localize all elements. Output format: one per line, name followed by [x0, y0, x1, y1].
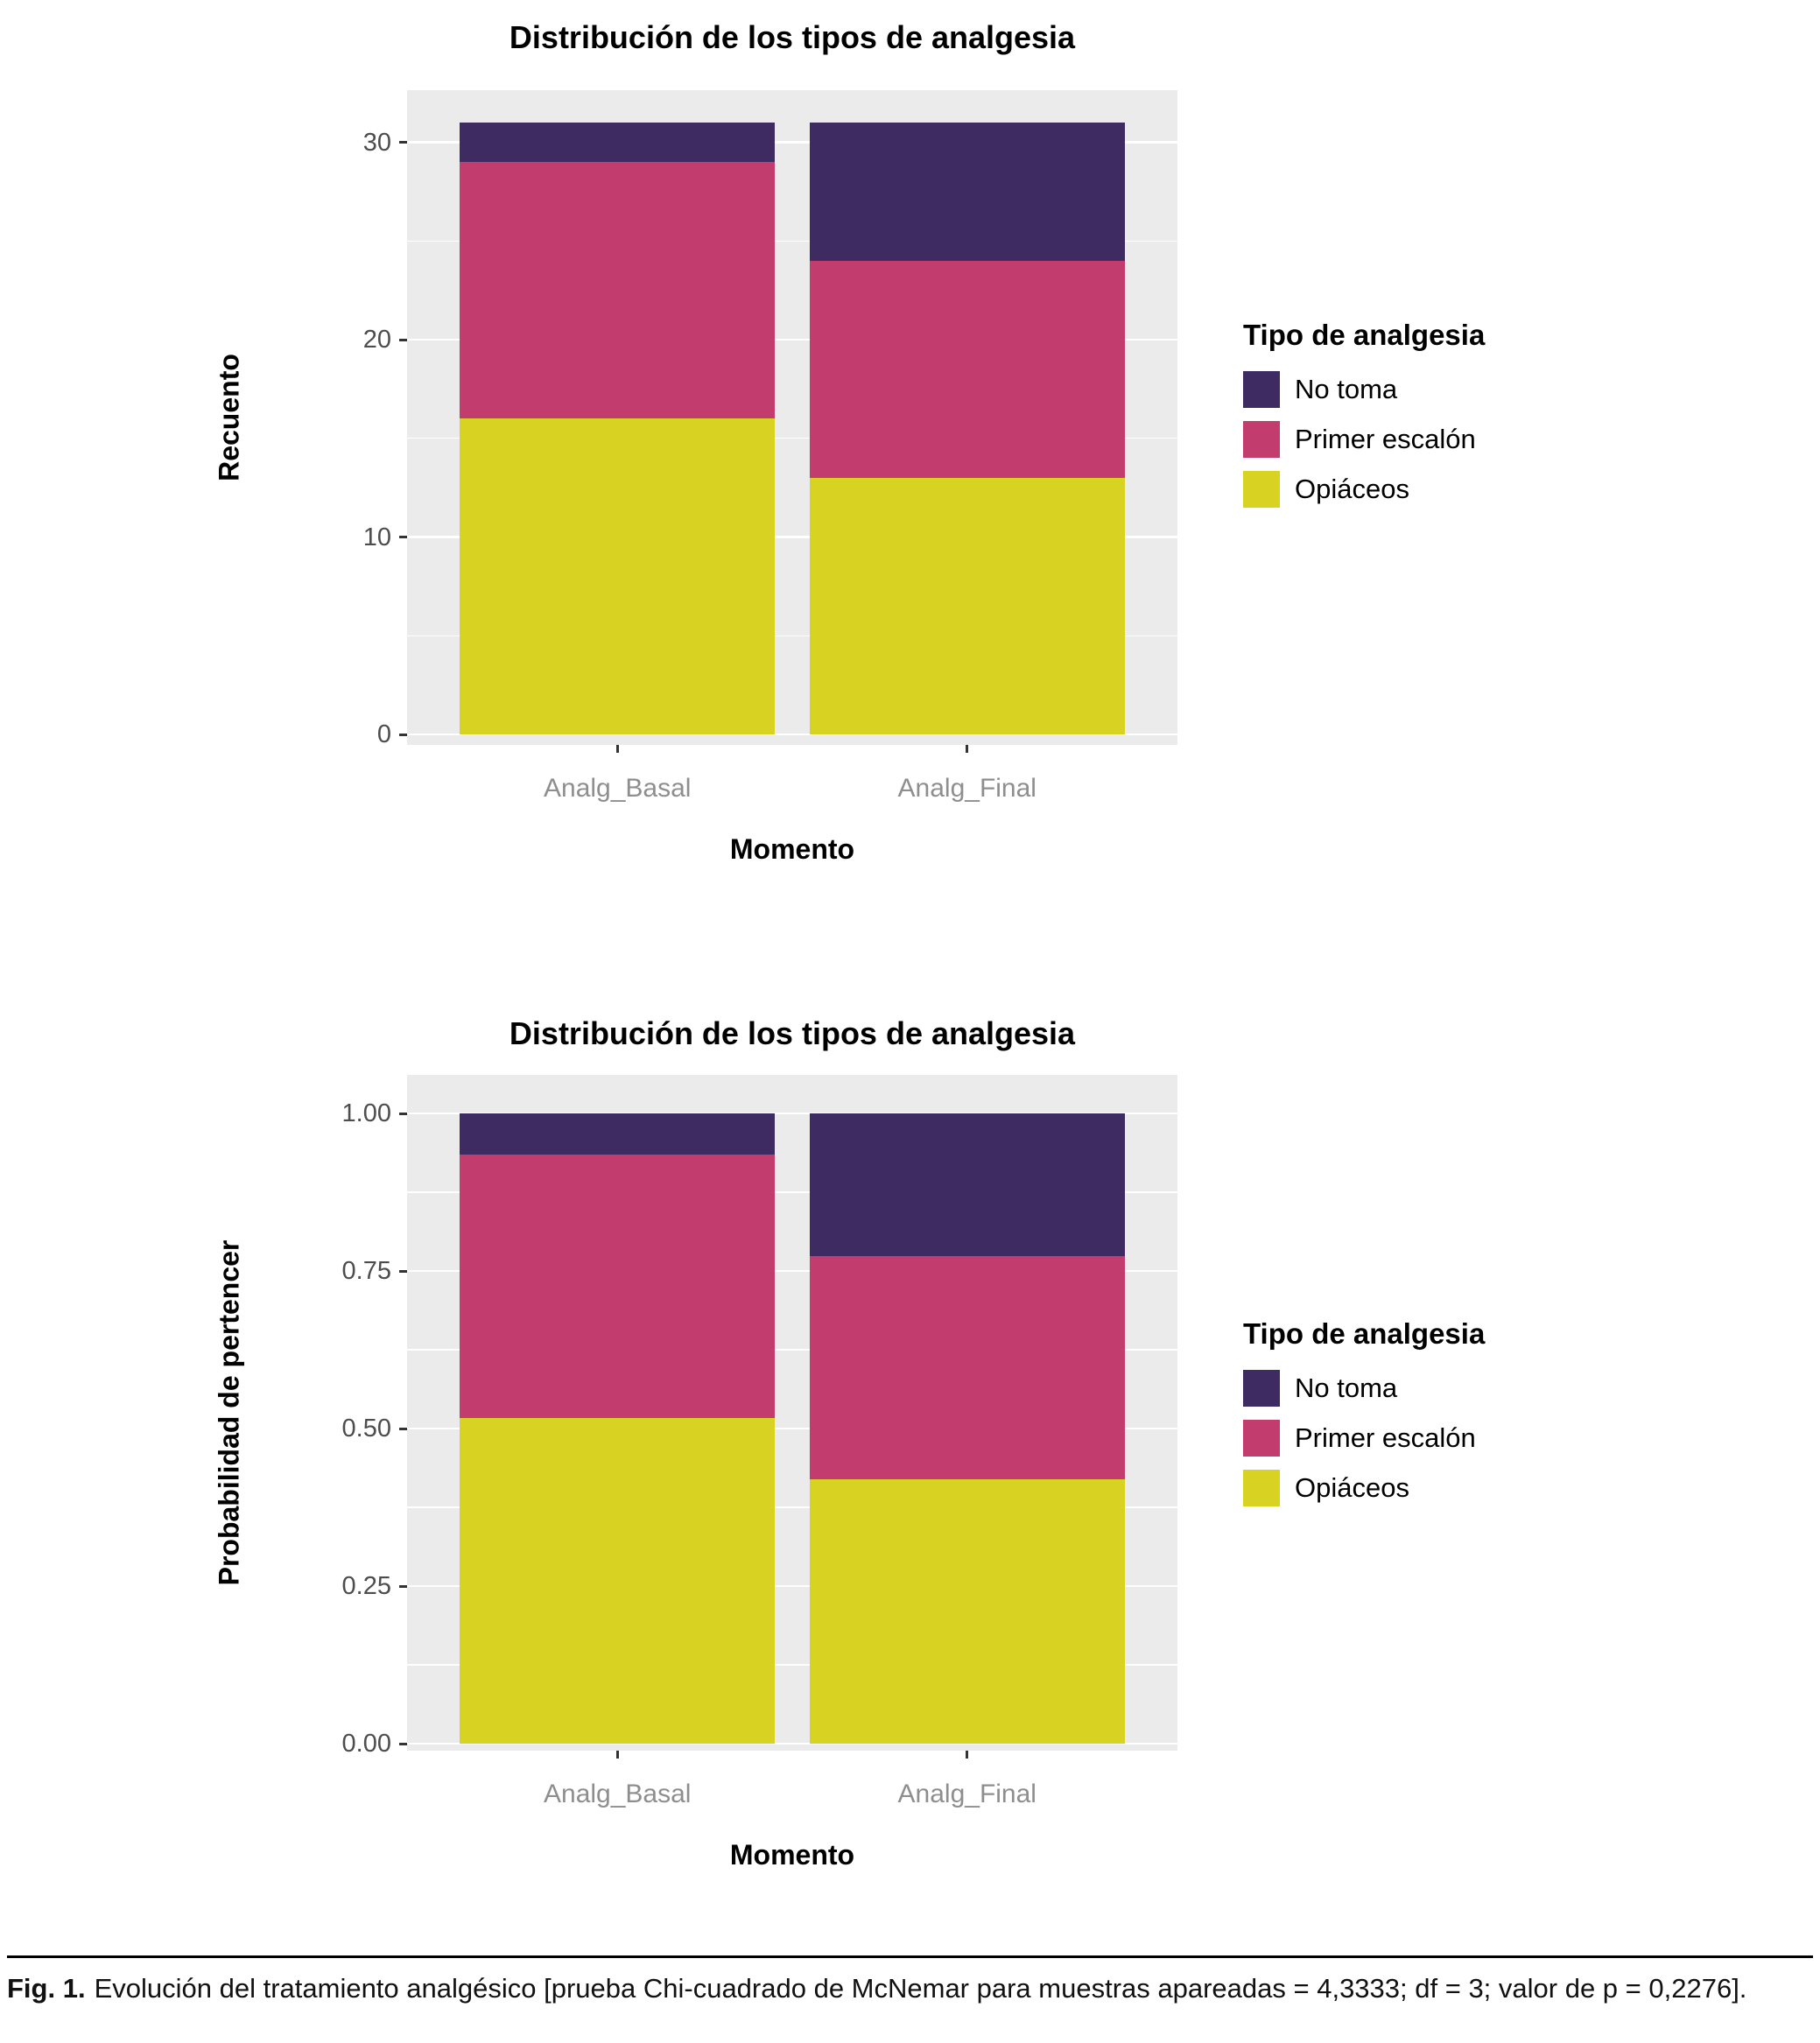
gridline-major — [407, 536, 1177, 538]
y-tick-mark — [399, 733, 407, 736]
gridline-major — [407, 338, 1177, 341]
x-axis-title: Momento — [729, 833, 855, 865]
y-tick-mark — [399, 1112, 407, 1115]
gridline-major — [407, 1584, 1177, 1588]
y-axis-title: Recuento — [213, 354, 245, 481]
legend-label: No toma — [1295, 374, 1398, 404]
y-tick-label: 0 — [376, 720, 391, 748]
gridline-minor — [407, 1349, 1177, 1351]
figure-caption: Fig. 1. Evolución del tratamiento analgés… — [7, 1955, 1813, 2007]
legend-label: Primer escalón — [1295, 1422, 1476, 1453]
y-tick-mark — [399, 1742, 407, 1745]
gridline-minor — [407, 240, 1177, 242]
bar-segment — [460, 1154, 776, 1419]
y-tick-mark — [399, 1427, 407, 1430]
gridline-minor — [407, 1664, 1177, 1666]
gridline-major — [407, 1427, 1177, 1430]
x-axis-title: Momento — [729, 1839, 855, 1871]
gridline-minor — [407, 1191, 1177, 1193]
gridline-minor — [407, 635, 1177, 636]
y-tick-mark — [399, 141, 407, 144]
legend-item: Opiáceos — [1243, 471, 1485, 508]
gridline-major — [407, 141, 1177, 144]
y-tick-mark — [399, 1269, 407, 1273]
gridline-minor — [407, 1506, 1177, 1508]
y-tick-label: 0.50 — [341, 1415, 391, 1443]
x-tick-mark — [615, 1751, 619, 1759]
bar-segment — [809, 477, 1125, 734]
x-tick-mark — [615, 745, 619, 753]
legend: Tipo de analgesia No toma Primer escalón O… — [1243, 319, 1485, 521]
legend-title: Tipo de analgesia — [1243, 319, 1486, 351]
y-tick-mark — [399, 1584, 407, 1588]
legend-item: No toma — [1243, 371, 1485, 408]
caption-label: Fig. 1. — [7, 1973, 86, 2004]
gridline-major — [407, 1269, 1177, 1273]
gridline-major — [407, 1112, 1177, 1115]
y-tick-label: 30 — [362, 128, 391, 157]
legend-item: Primer escalón — [1243, 421, 1485, 458]
legend-item: Primer escalón — [1243, 1420, 1485, 1457]
legend-label: Opiáceos — [1295, 474, 1409, 504]
bar-segment — [809, 1255, 1125, 1480]
bar-segment — [809, 1113, 1125, 1256]
x-tick-mark — [966, 1751, 969, 1759]
plot-panel — [407, 1075, 1177, 1751]
bar-segment — [460, 1418, 776, 1744]
legend-swatch — [1243, 1470, 1280, 1506]
x-tick-label: Analg_Basal — [544, 1780, 692, 1808]
y-tick-mark — [399, 338, 407, 341]
legend-title: Tipo de analgesia — [1243, 1317, 1486, 1350]
legend-swatch — [1243, 1420, 1280, 1457]
bar-segment — [809, 260, 1125, 478]
bar-segment — [460, 162, 776, 419]
legend-items: No toma Primer escalón Opiáceos — [1243, 1370, 1485, 1506]
bar-segment — [809, 123, 1125, 261]
y-tick-label: 0.00 — [341, 1730, 391, 1758]
legend-swatch — [1243, 371, 1280, 408]
y-tick-label: 20 — [362, 326, 391, 355]
x-tick-label: Analg_Basal — [544, 774, 692, 803]
gridline-major — [407, 733, 1177, 736]
legend-label: No toma — [1295, 1373, 1398, 1403]
bar-segment — [809, 1479, 1125, 1744]
y-tick-mark — [399, 536, 407, 539]
y-tick-label: 1.00 — [341, 1099, 391, 1127]
legend-label: Primer escalón — [1295, 424, 1476, 454]
gridline-major — [407, 1742, 1177, 1745]
plot-panel — [407, 90, 1177, 745]
count-chart: Distribución de los tipos de analgesia R… — [0, 0, 1820, 980]
chart-title: Distribución de los tipos de analgesia — [509, 19, 1076, 55]
x-tick-mark — [966, 745, 969, 753]
bar-segment — [460, 123, 776, 163]
gridline-minor — [407, 438, 1177, 439]
legend-item: Opiáceos — [1243, 1470, 1485, 1506]
y-tick-label: 0.75 — [341, 1257, 391, 1285]
chart-title: Distribución de los tipos de analgesia — [509, 1015, 1076, 1051]
legend: Tipo de analgesia No toma Primer escalón O… — [1243, 1317, 1485, 1520]
legend-items: No toma Primer escalón Opiáceos — [1243, 371, 1485, 508]
legend-swatch — [1243, 421, 1280, 458]
caption-text: Evolución del tratamiento analgésico [pr… — [94, 1973, 1747, 2004]
proportion-chart: Distribución de los tipos de analgesia P… — [0, 980, 1820, 1955]
x-tick-label: Analg_Final — [897, 774, 1036, 803]
bar-segment — [460, 1113, 776, 1155]
legend-swatch — [1243, 1370, 1280, 1407]
y-axis-title: Probabilidad de pertencer — [213, 1239, 245, 1586]
y-tick-label: 10 — [362, 523, 391, 551]
legend-item: No toma — [1243, 1370, 1485, 1407]
legend-label: Opiáceos — [1295, 1472, 1409, 1503]
legend-swatch — [1243, 471, 1280, 508]
y-tick-label: 0.25 — [341, 1572, 391, 1600]
x-tick-label: Analg_Final — [897, 1780, 1036, 1808]
bar-segment — [460, 418, 776, 734]
